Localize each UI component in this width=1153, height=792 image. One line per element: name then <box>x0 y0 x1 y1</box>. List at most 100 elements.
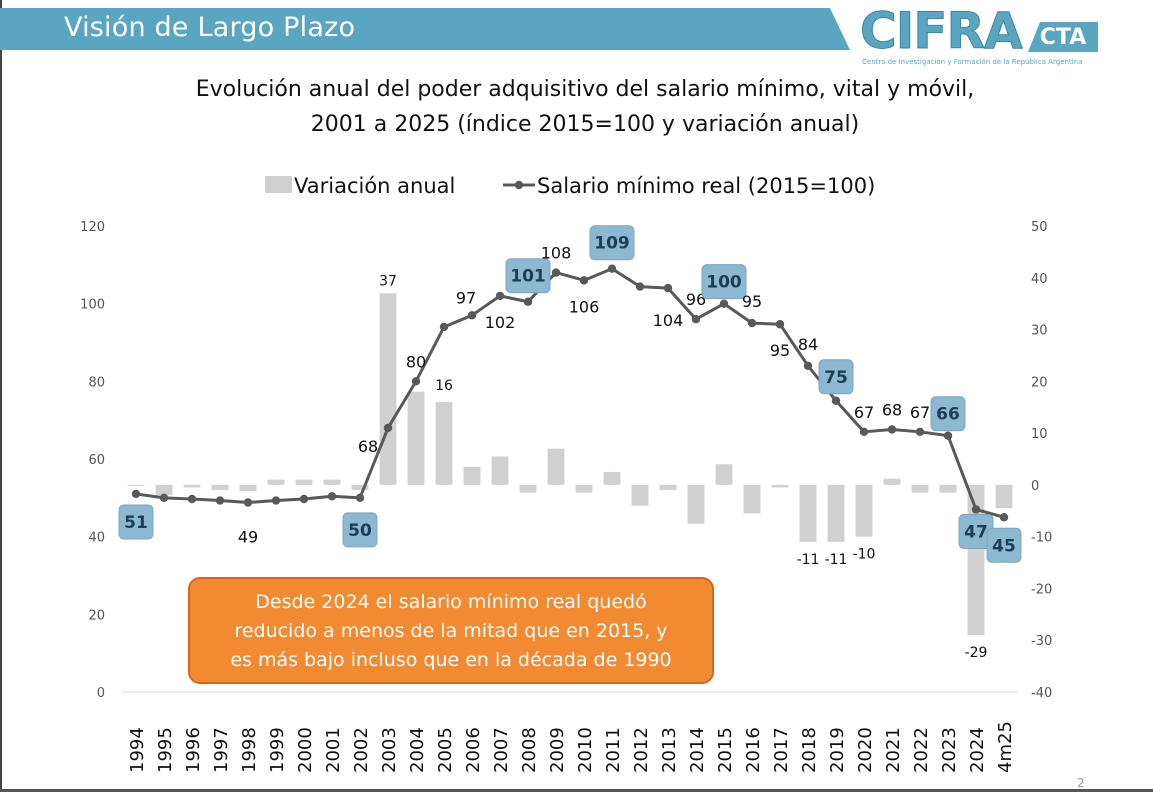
salary-point <box>383 423 393 433</box>
variation-bar <box>631 484 649 506</box>
highlight-label-box <box>118 504 154 540</box>
salary-point <box>747 318 757 328</box>
salary-point <box>131 489 141 499</box>
right-axis-tick-label: -40 <box>1031 686 1052 701</box>
x-tick-label: 2003 <box>379 727 400 773</box>
salary-point <box>439 322 449 332</box>
line-data-label: 108 <box>541 244 572 263</box>
variation-bar <box>379 293 397 485</box>
variation-bar <box>155 484 173 496</box>
right-axis-tick-label: 10 <box>1031 427 1048 442</box>
x-tick-label: 1997 <box>211 727 232 773</box>
x-tick-label: 2018 <box>799 727 820 773</box>
x-tick-label: 1999 <box>267 727 288 773</box>
variation-bar <box>323 479 341 485</box>
x-tick-label: 1994 <box>127 727 148 773</box>
salary-point <box>215 496 225 505</box>
line-data-label-highlight: 100 <box>706 273 742 293</box>
line-data-label-highlight: 50 <box>348 521 372 541</box>
line-data-label: 68 <box>882 400 902 419</box>
x-tick-label: 2023 <box>939 727 960 773</box>
x-tick-label: 2008 <box>519 727 540 773</box>
x-tick-label: 2004 <box>407 727 428 773</box>
salary-point <box>663 283 673 293</box>
left-axis-tick-label: 120 <box>80 220 105 235</box>
x-tick-label: 2013 <box>659 727 680 773</box>
left-axis-tick-label: 40 <box>88 531 105 546</box>
x-tick-label: 2015 <box>715 727 736 773</box>
variation-bar <box>491 456 509 485</box>
x-tick-label: 2009 <box>547 727 568 773</box>
salary-point <box>411 377 421 386</box>
variation-bar <box>463 466 481 485</box>
variation-bar <box>575 484 593 493</box>
highlight-label-box <box>505 258 551 294</box>
right-axis-tick-label: 0 <box>1031 479 1039 494</box>
x-tick-label: 2016 <box>743 727 764 773</box>
highlight-label-box <box>342 512 378 548</box>
line-data-label-highlight: 101 <box>510 267 546 287</box>
variation-bar <box>435 402 453 485</box>
left-axis-tick-label: 100 <box>80 298 105 313</box>
x-tick-label: 2014 <box>687 727 708 773</box>
variation-bar <box>295 479 313 485</box>
variation-bar <box>799 484 817 542</box>
variation-bar <box>127 484 145 486</box>
x-tick-label: 2010 <box>575 727 596 773</box>
salary-point <box>887 425 897 434</box>
legend-bar-label: Variación anual <box>294 174 455 198</box>
line-data-label-highlight: 51 <box>124 513 148 533</box>
left-axis-tick-label: 80 <box>88 375 105 390</box>
highlight-label-box <box>589 225 635 261</box>
salary-point <box>551 268 561 277</box>
line-data-label-highlight: 47 <box>964 522 988 542</box>
x-tick-label: 1998 <box>239 727 260 773</box>
variation-bar <box>687 484 705 524</box>
x-tick-label: 2002 <box>351 727 372 773</box>
x-tick-label: 2021 <box>883 727 904 773</box>
variation-bar <box>715 464 733 485</box>
x-tick-label: 2017 <box>771 727 792 773</box>
bar-data-label: 16 <box>435 378 453 394</box>
salary-point <box>271 496 281 505</box>
salary-point <box>159 493 169 503</box>
line-data-label-highlight: 75 <box>824 368 848 388</box>
line-data-label: 102 <box>485 313 516 332</box>
line-data-label: 97 <box>456 288 476 307</box>
x-tick-label: 2001 <box>323 727 344 773</box>
salary-point <box>187 494 197 504</box>
callout-line-3: es más bajo incluso que en la década de … <box>230 649 672 671</box>
legend-line-marker <box>514 180 524 190</box>
line-data-label-highlight: 66 <box>936 405 960 425</box>
salary-line <box>135 267 1005 519</box>
callout-line-1: Desde 2024 el salario mínimo real quedó <box>255 591 647 613</box>
variation-bar <box>659 484 677 491</box>
salary-point <box>859 427 869 437</box>
logo-subtitle: Centro de Investigación y Formación de l… <box>862 58 1083 66</box>
salary-point <box>355 493 365 503</box>
salary-point <box>635 282 645 291</box>
right-axis-tick-label: 50 <box>1031 220 1048 235</box>
salary-point <box>803 361 813 370</box>
salary-point <box>495 291 505 301</box>
page-number: 2 <box>1077 776 1085 790</box>
line-data-label: 96 <box>686 290 706 309</box>
variation-bar <box>351 484 369 491</box>
right-axis-tick-label: -20 <box>1031 582 1052 597</box>
variation-bar <box>995 484 1013 509</box>
salary-point <box>523 297 533 306</box>
right-axis-tick-label: 40 <box>1031 272 1048 287</box>
line-data-label: 95 <box>770 341 790 360</box>
highlight-label-box <box>818 359 854 395</box>
salary-point <box>831 396 841 405</box>
salary-point <box>327 492 337 501</box>
salary-point <box>579 276 589 285</box>
salary-point <box>775 320 785 329</box>
logo-wordmark: CIFRA <box>860 2 1024 61</box>
salary-point <box>999 513 1009 522</box>
variation-bar <box>855 484 873 537</box>
line-data-label: 104 <box>653 311 684 330</box>
x-tick-label: 2007 <box>491 727 512 773</box>
line-data-label: 95 <box>742 292 762 311</box>
